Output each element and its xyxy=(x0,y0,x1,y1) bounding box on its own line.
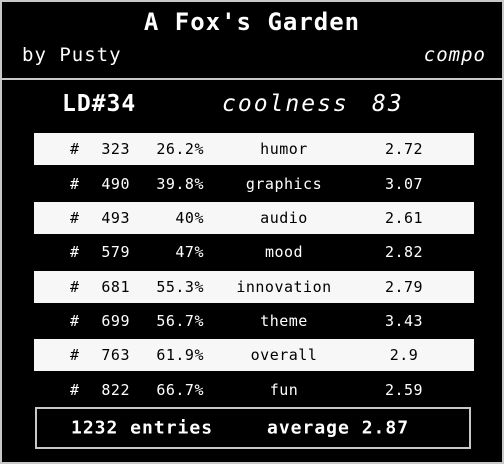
rank-percent: 26.2% xyxy=(156,140,204,159)
rank-number: 493 xyxy=(101,208,130,227)
game-title: A Fox's Garden xyxy=(143,8,361,36)
category-score: 3.07 xyxy=(384,174,424,193)
rank-hash: # xyxy=(70,312,80,331)
rank-percent: 61.9% xyxy=(156,346,204,365)
rank-percent: 55.3% xyxy=(156,277,204,296)
average-score: average 2.87 xyxy=(267,417,410,439)
rank-hash: # xyxy=(70,346,80,365)
category-score: 2.72 xyxy=(384,140,424,159)
author-byline: by Pusty xyxy=(22,44,122,66)
ranking-row-theme: # 699 56.7% theme 3.43 xyxy=(34,303,474,339)
summary-box: 1232 entries average 2.87 xyxy=(35,407,471,449)
rank-number: 579 xyxy=(101,243,130,262)
rank-hash: # xyxy=(70,140,80,159)
entries-count: 1232 entries xyxy=(71,417,214,439)
division-label: compo xyxy=(423,44,486,66)
ranking-row-fun: # 822 66.7% fun 2.59 xyxy=(34,372,474,408)
event-name: LD#34 xyxy=(62,91,137,117)
rank-number: 681 xyxy=(101,277,130,296)
rank-number: 323 xyxy=(101,140,130,159)
ranking-row-graphics: # 490 39.8% graphics 3.07 xyxy=(34,166,474,201)
ranking-row-humor: # 323 26.2% humor 2.72 xyxy=(34,133,474,166)
category-name: innovation xyxy=(236,277,332,296)
ranking-row-overall: # 763 61.9% overall 2.9 xyxy=(34,339,474,372)
ranking-row-mood: # 579 47% mood 2.82 xyxy=(34,235,474,270)
rank-number: 699 xyxy=(101,312,130,331)
rank-percent: 39.8% xyxy=(156,174,204,193)
ranking-row-innovation: # 681 55.3% innovation 2.79 xyxy=(34,270,474,303)
category-name: humor xyxy=(260,140,308,159)
coolness-label: coolness xyxy=(222,91,349,117)
category-name: graphics xyxy=(245,174,323,193)
rank-number: 822 xyxy=(101,380,130,399)
category-name: fun xyxy=(269,380,299,399)
rank-hash: # xyxy=(70,243,80,262)
category-score: 3.43 xyxy=(384,312,424,331)
header-divider xyxy=(2,78,502,80)
category-name: audio xyxy=(260,208,308,227)
rank-percent: 56.7% xyxy=(156,312,204,331)
rank-percent: 40% xyxy=(175,208,204,227)
rank-hash: # xyxy=(70,380,80,399)
rankings-table: # 323 26.2% humor 2.72 # 490 39.8% graph… xyxy=(34,132,474,408)
category-name: theme xyxy=(260,312,308,331)
category-name: overall xyxy=(250,346,318,365)
ranking-row-audio: # 493 40% audio 2.61 xyxy=(34,201,474,234)
rank-hash: # xyxy=(70,277,80,296)
category-score: 2.79 xyxy=(384,277,424,296)
category-score: 2.9 xyxy=(389,346,419,365)
rank-hash: # xyxy=(70,174,80,193)
rank-percent: 47% xyxy=(175,243,204,262)
rank-number: 763 xyxy=(101,346,130,365)
category-score: 2.59 xyxy=(384,380,424,399)
rank-percent: 66.7% xyxy=(156,380,204,399)
category-score: 2.61 xyxy=(384,208,424,227)
category-name: mood xyxy=(264,243,304,262)
coolness-value: 83 xyxy=(372,91,404,117)
category-score: 2.82 xyxy=(384,243,424,262)
rank-hash: # xyxy=(70,208,80,227)
rank-number: 490 xyxy=(101,174,130,193)
